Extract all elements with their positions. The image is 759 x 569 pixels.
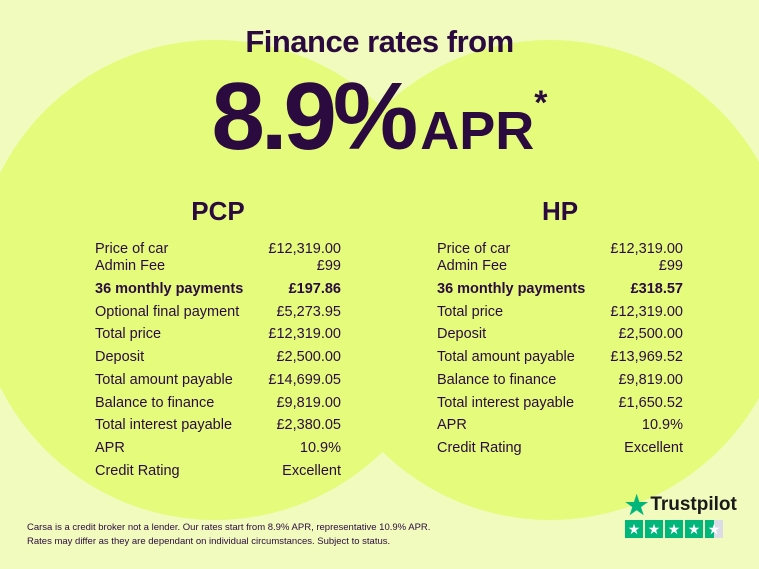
row-value: £197.86 xyxy=(288,281,341,297)
row-value: £99 xyxy=(316,258,341,274)
rating-star-icon: ★ xyxy=(625,520,643,538)
row-label: Balance to finance xyxy=(95,394,215,411)
row-label: 36 monthly payments xyxy=(95,281,244,297)
row-label: 36 monthly payments xyxy=(437,281,586,297)
rate-apr-label: APR xyxy=(420,101,535,161)
row-value: £12,319.00 xyxy=(268,241,341,257)
rating-star-icon: ★ xyxy=(665,520,683,538)
row-label: Deposit xyxy=(95,349,145,366)
row-label: Credit Rating xyxy=(95,462,180,479)
row-value: £9,819.00 xyxy=(276,394,341,411)
row-label: Balance to finance xyxy=(437,371,557,388)
row-value: £9,819.00 xyxy=(618,371,683,388)
table-row: Credit Rating Excellent xyxy=(437,437,683,460)
row-value: £13,969.52 xyxy=(610,349,683,366)
row-value: 10.9% xyxy=(299,439,341,456)
trustpilot-star-icon: ★ xyxy=(625,490,649,520)
hp-panel: HP Price of car £12,319.00 Admin Fee £99 36 … xyxy=(437,196,683,460)
row-label: Total interest payable xyxy=(95,417,233,434)
table-row: 36 monthly payments £318.57 xyxy=(437,278,683,301)
table-row: Balance to finance £9,819.00 xyxy=(95,392,341,415)
row-value: £2,500.00 xyxy=(618,326,683,343)
table-row: APR 10.9% xyxy=(437,414,683,437)
table-row: Deposit £2,500.00 xyxy=(437,323,683,346)
trustpilot-rating: ★ ★ ★ ★ ★ xyxy=(625,520,737,538)
table-row: 36 monthly payments £197.86 xyxy=(95,278,341,301)
row-label: APR xyxy=(95,439,125,456)
row-label: Total price xyxy=(437,303,504,320)
row-label: Price of car xyxy=(437,241,511,257)
row-value: £5,273.95 xyxy=(276,303,341,320)
table-row: Price of car £12,319.00 xyxy=(437,241,683,258)
row-label: APR xyxy=(437,417,467,434)
row-value: £12,319.00 xyxy=(268,326,341,343)
row-label: Optional final payment xyxy=(95,303,240,320)
row-value: £1,650.52 xyxy=(618,394,683,411)
disclaimer: Carsa is a credit broker not a lender. O… xyxy=(27,521,430,549)
table-row: Admin Fee £99 xyxy=(437,258,683,275)
trustpilot-badge[interactable]: ★ Trustpilot ★ ★ ★ ★ ★ xyxy=(625,490,737,538)
table-row: Total interest payable £2,380.05 xyxy=(95,414,341,437)
pcp-panel: PCP Price of car £12,319.00 Admin Fee £99 36… xyxy=(95,196,341,482)
table-row: Balance to finance £9,819.00 xyxy=(437,369,683,392)
table-row: Total interest payable £1,650.52 xyxy=(437,392,683,415)
row-value: £14,699.05 xyxy=(268,371,341,388)
row-value: £2,380.05 xyxy=(276,417,341,434)
table-row: Deposit £2,500.00 xyxy=(95,346,341,369)
table-row: Total price £12,319.00 xyxy=(95,323,341,346)
table-row: APR 10.9% xyxy=(95,437,341,460)
hp-title: HP xyxy=(541,196,579,226)
row-value: Excellent xyxy=(282,462,341,479)
rate-asterisk: * xyxy=(534,84,548,122)
rate-display: 8.9% APR* xyxy=(0,62,759,172)
table-row: Price of car £12,319.00 xyxy=(95,241,341,258)
row-value: £12,319.00 xyxy=(610,241,683,257)
rating-star-icon: ★ xyxy=(645,520,663,538)
row-label: Admin Fee xyxy=(95,258,166,274)
row-value: £318.57 xyxy=(630,281,683,297)
row-label: Credit Rating xyxy=(437,439,522,456)
row-label: Total interest payable xyxy=(437,394,575,411)
row-label: Admin Fee xyxy=(437,258,508,274)
headline: Finance rates from xyxy=(245,24,514,59)
disclaimer-line-2: Rates may differ as they are dependant o… xyxy=(27,536,391,547)
row-value: £99 xyxy=(658,258,683,274)
row-value: £2,500.00 xyxy=(276,349,341,366)
trustpilot-name: Trustpilot xyxy=(650,494,737,515)
row-value: 10.9% xyxy=(641,417,683,434)
pcp-title: PCP xyxy=(191,196,245,226)
rating-star-icon: ★ xyxy=(685,520,703,538)
row-value: Excellent xyxy=(624,439,683,456)
row-label: Price of car xyxy=(95,241,169,257)
background-circle-right xyxy=(310,40,759,520)
disclaimer-line-1: Carsa is a credit broker not a lender. O… xyxy=(27,522,431,533)
table-row: Total amount payable £14,699.05 xyxy=(95,369,341,392)
table-row: Total amount payable £13,969.52 xyxy=(437,346,683,369)
row-label: Total amount payable xyxy=(437,349,575,366)
row-label: Total price xyxy=(95,326,162,343)
row-label: Deposit xyxy=(437,326,487,343)
row-label: Total amount payable xyxy=(95,371,233,388)
table-row: Total price £12,319.00 xyxy=(437,301,683,324)
table-row: Optional final payment £5,273.95 xyxy=(95,301,341,324)
rating-star-icon: ★ xyxy=(705,520,723,538)
table-row: Credit Rating Excellent xyxy=(95,460,341,483)
table-row: Admin Fee £99 xyxy=(95,258,341,275)
row-value: £12,319.00 xyxy=(610,303,683,320)
rate-value: 8.9% xyxy=(211,63,418,170)
